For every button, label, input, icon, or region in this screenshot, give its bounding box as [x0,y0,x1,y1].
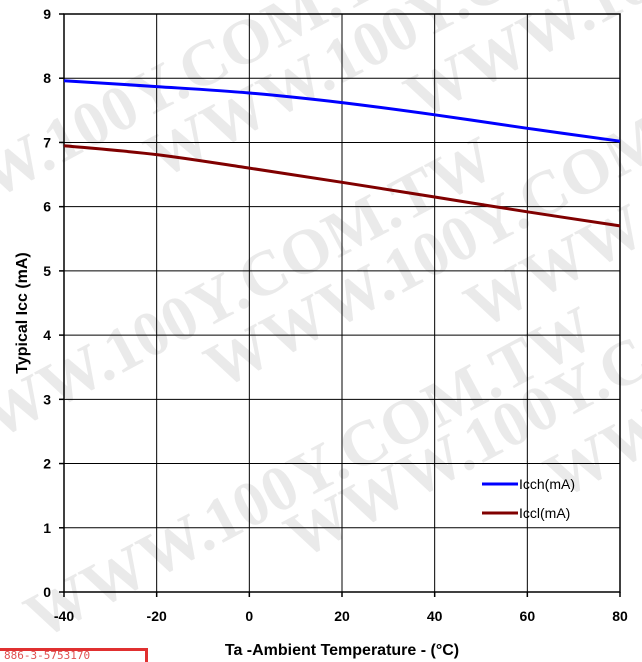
y-tick-label: 1 [43,520,51,536]
y-tick-label: 9 [43,6,51,22]
legend-label: Iccl(mA) [519,505,570,521]
y-tick-label: 6 [43,199,51,215]
x-tick-label: -20 [147,608,167,624]
x-tick-label: 80 [612,608,628,624]
footer-box: 886-3-5753170 [0,648,148,662]
y-tick-label: 0 [43,584,51,600]
series-line-2 [63,144,621,228]
y-tick-label: 2 [43,456,51,472]
x-axis-label: Ta -Ambient Temperature - (°C) [225,642,459,659]
x-tick-label: 40 [427,608,443,624]
series-line-1 [63,79,621,143]
x-tick-labels: -40 -20 0 20 40 60 80 [54,592,628,624]
y-tick-label: 5 [43,263,51,279]
legend: Icch(mA) Iccl(mA) [482,476,575,521]
y-tick-label: 4 [43,327,51,343]
y-tick-label: 8 [43,70,51,86]
x-tick-label: 20 [334,608,350,624]
footer-phone: 886-3-5753170 [4,649,91,662]
y-axis-label: Typical Icc (mA) [14,252,31,374]
y-tick-label: 3 [43,391,51,407]
y-tick-label: 7 [43,134,51,150]
x-tick-label: 0 [245,608,253,624]
x-tick-label: -40 [54,608,74,624]
x-tick-label: 60 [520,608,536,624]
legend-label: Icch(mA) [519,476,575,492]
series-layer [63,79,621,228]
y-tick-labels: 0 1 2 3 4 5 6 7 8 9 [43,6,64,600]
